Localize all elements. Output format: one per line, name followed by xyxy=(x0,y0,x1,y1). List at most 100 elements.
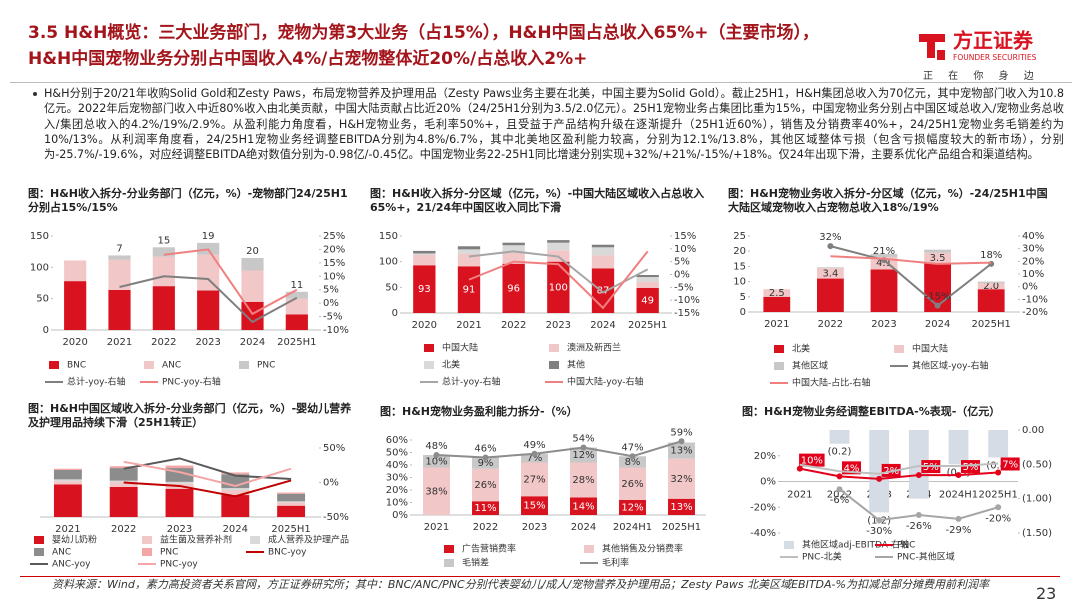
bar xyxy=(977,283,1005,290)
bar xyxy=(457,246,481,250)
data-label: (0.4) xyxy=(986,460,1010,471)
data-label: 7% xyxy=(1002,459,1018,470)
legend-swatch xyxy=(49,361,59,369)
legend-label: PNC xyxy=(257,361,275,371)
legend-label: 中国大陆 xyxy=(912,343,948,355)
data-label: -29% xyxy=(946,525,972,536)
legend-label: PNC-其他区域 xyxy=(897,551,955,563)
bar xyxy=(977,289,1005,312)
bar xyxy=(423,455,450,468)
y2-tick-label: -15% xyxy=(674,308,700,319)
data-label: 32% xyxy=(670,474,692,485)
bar xyxy=(668,442,695,459)
legend-label: 成人营养及护理产品 xyxy=(268,534,349,546)
bar xyxy=(152,247,175,257)
legend-label: 其他区域-yoy-右轴 xyxy=(912,360,989,372)
logo: 方正证券 FOUNDER SECURITIES 正 在 你 身 边 xyxy=(919,29,1037,82)
bar xyxy=(109,466,138,469)
y-tick-label: 15 xyxy=(733,261,746,272)
line-marker xyxy=(531,450,538,457)
x-tick-label: 2025H1 xyxy=(277,337,316,348)
bar xyxy=(591,247,615,256)
bar xyxy=(636,275,659,278)
y-tick-label: -20% xyxy=(750,502,776,513)
bar xyxy=(763,289,791,297)
data-label: 21% xyxy=(873,246,895,257)
bar xyxy=(197,290,220,330)
body-text: H&H分别于20/21年收购Solid Gold和Zesty Paws，布局宠物… xyxy=(44,87,1064,162)
bar xyxy=(472,457,499,469)
legend-swatch xyxy=(239,361,249,369)
legend-swatch xyxy=(584,545,594,553)
y2-tick-label: 25% xyxy=(323,231,345,242)
y2-tick-label: -10% xyxy=(1022,294,1048,305)
data-label: 20 xyxy=(246,246,259,257)
legend-label: ANC-yoy xyxy=(52,560,91,570)
line xyxy=(468,250,649,294)
chart-title: 图：H&H收入拆分-分区域（亿元，%）-中国大陆区域收入占总收入65%+，21/… xyxy=(370,187,705,214)
bar xyxy=(109,468,138,481)
legend-swatch xyxy=(894,345,904,353)
y-tick-label: 0% xyxy=(760,477,776,488)
bar xyxy=(870,269,898,312)
x-tick-label: 2024H1 xyxy=(613,522,652,533)
data-label: (0.2) xyxy=(828,447,852,458)
bar xyxy=(285,314,308,330)
x-tick-label: 2023 xyxy=(167,524,192,535)
data-label: 8% xyxy=(625,457,641,468)
data-label: 5% xyxy=(963,462,979,473)
bar xyxy=(521,496,548,515)
bar xyxy=(908,430,929,499)
bar xyxy=(457,249,481,254)
bar xyxy=(53,468,82,470)
data-label: 5% xyxy=(923,462,939,473)
x-tick-label: 2021 xyxy=(787,490,812,501)
bar xyxy=(521,462,548,497)
legend-label: 澳洲及新西兰 xyxy=(567,342,621,354)
line-marker xyxy=(955,472,962,479)
data-label: 13% xyxy=(670,502,692,513)
x-tick-label: 2020 xyxy=(412,320,437,331)
data-label: 11% xyxy=(474,503,496,514)
bar xyxy=(869,430,890,513)
y-tick-label: 20 xyxy=(733,246,746,257)
y-tick-label: 40% xyxy=(386,460,408,471)
bar xyxy=(472,501,499,515)
bar xyxy=(636,281,659,288)
data-label: 54% xyxy=(572,434,594,445)
legend-label: 中国大陆-占比-右轴 xyxy=(792,377,871,389)
bar xyxy=(668,498,695,515)
data-label: 13% xyxy=(670,446,692,457)
legend-label: 婴幼儿奶粉 xyxy=(52,534,97,546)
data-label: 87 xyxy=(597,286,610,297)
bar xyxy=(152,286,175,330)
y-tick-label: 0 xyxy=(43,325,49,336)
line-marker xyxy=(827,243,834,250)
bar xyxy=(152,256,175,287)
bar xyxy=(285,291,308,299)
legend-swatch xyxy=(424,344,434,352)
legend-label: BNC-yoy xyxy=(268,548,307,558)
bar xyxy=(502,252,525,264)
legend-label: BNC xyxy=(67,361,86,371)
x-tick-label: 2025H1 xyxy=(271,524,310,535)
legend-swatch xyxy=(444,559,454,567)
legend-label: ANC xyxy=(52,548,71,558)
line xyxy=(799,462,999,475)
line-marker xyxy=(876,475,883,482)
bar xyxy=(285,298,308,315)
legend-label: PNC xyxy=(160,548,178,558)
legend-label: 益生菌及营养补剂 xyxy=(160,534,232,546)
x-tick-label: 2021 xyxy=(456,320,481,331)
data-label: 3.4 xyxy=(822,268,838,279)
y-tick-label: 20% xyxy=(754,451,776,462)
y-tick-label: 60% xyxy=(386,435,408,446)
line xyxy=(436,440,682,459)
y2-tick-label: 20% xyxy=(323,244,345,255)
line-marker xyxy=(995,469,1002,476)
data-label-box xyxy=(961,460,980,474)
line-marker xyxy=(934,302,941,309)
line xyxy=(163,248,298,316)
line-marker xyxy=(836,486,843,493)
